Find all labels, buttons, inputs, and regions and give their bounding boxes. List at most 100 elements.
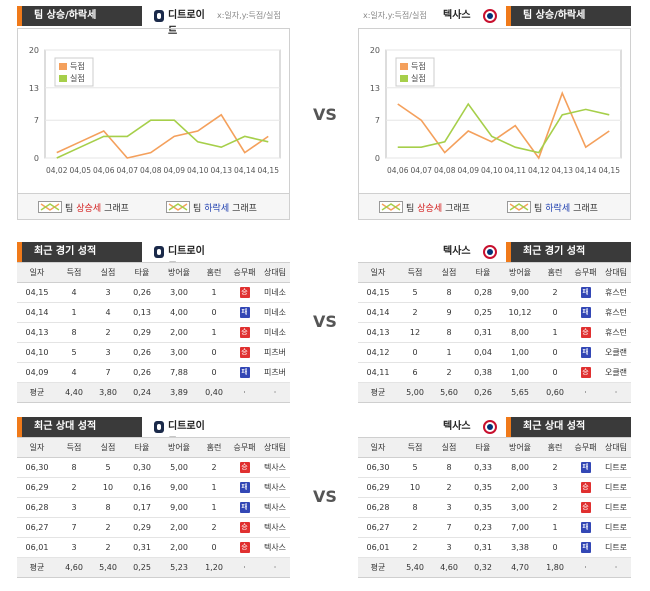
table-cell: 06,28 — [358, 497, 398, 518]
x-tick-label: 04,07 — [117, 166, 139, 175]
result-badge: 패 — [580, 522, 591, 533]
section-banner: 팀 상승/하락세 — [506, 6, 631, 26]
y-tick-label: 0 — [34, 154, 39, 163]
series-line — [397, 102, 610, 154]
table-cell: 7,88 — [159, 362, 199, 383]
data-row: 04,13 8 2 0,29 2,00 1 승 미네소 — [17, 322, 290, 343]
result-badge: 패 — [580, 347, 591, 358]
table-cell: 4 — [57, 362, 91, 383]
table-cell: 0,23 — [466, 517, 500, 538]
table-cell: 1 — [57, 302, 91, 323]
column-header: 실점 — [432, 262, 466, 283]
average-cell: · — [601, 382, 631, 403]
result-cell: 패 — [570, 302, 601, 323]
series-line — [56, 119, 269, 159]
table-cell: 피츠버 — [260, 342, 290, 363]
result-badge: 승 — [239, 287, 250, 298]
result-cell: 승 — [229, 342, 260, 363]
table-cell: 1 — [432, 342, 466, 363]
table-cell: 3 — [57, 537, 91, 558]
trend-icon-line — [168, 203, 188, 211]
column-header: 홈런 — [199, 437, 229, 458]
table-cell: 04,15 — [358, 282, 398, 303]
vs-label: VS — [313, 487, 337, 506]
data-row: 04,12 0 1 0,04 1,00 0 패 오클랜 — [358, 342, 631, 363]
table-cell: 휴스턴 — [601, 322, 631, 343]
average-cell: 0,32 — [466, 557, 500, 578]
x-tick-label: 04,02 — [46, 166, 68, 175]
table-cell: 8 — [432, 457, 466, 478]
stats-table: 일자 득점 실점 타율 방어율 홈런 승무패 상대팀 06,30 8 5 0,30 5,00 2 승 텍사스 0… — [17, 437, 290, 578]
table-cell: 8 — [432, 282, 466, 303]
result-badge: 패 — [580, 307, 591, 318]
data-row: 04,14 2 9 0,25 10,12 0 패 휴스턴 — [358, 302, 631, 323]
series-line — [56, 113, 269, 159]
logo-shape — [157, 249, 161, 255]
x-tick-label: 04,10 — [187, 166, 209, 175]
trend-icon-line — [381, 203, 401, 211]
trend-icon-line — [381, 203, 401, 211]
team-logo — [154, 246, 164, 258]
trend-legend-item: 팀 상승세 그래프 — [38, 200, 129, 214]
section-banner: 최근 상대 성적 — [17, 417, 142, 437]
x-tick-label: 04,06 — [387, 166, 409, 175]
table-cell: 8 — [398, 497, 432, 518]
average-cell: · — [260, 557, 290, 578]
result-cell: 승 — [570, 322, 601, 343]
table-cell: 0 — [398, 342, 432, 363]
average-cell: 4,70 — [500, 557, 540, 578]
result-badge: 패 — [580, 287, 591, 298]
result-cell: 패 — [229, 302, 260, 323]
data-row: 06,27 2 7 0,23 7,00 1 패 디트로 — [358, 517, 631, 538]
trend-icon — [379, 201, 403, 213]
x-tick-label: 04,14 — [575, 166, 597, 175]
table-cell: 오클랜 — [601, 342, 631, 363]
table-cell: 휴스턴 — [601, 282, 631, 303]
table-cell: 0,38 — [466, 362, 500, 383]
table-cell: 3 — [432, 497, 466, 518]
column-header: 일자 — [17, 262, 57, 283]
trend-icon-line — [168, 203, 188, 211]
result-badge: 패 — [239, 307, 250, 318]
column-header: 상대팀 — [601, 437, 631, 458]
y-tick-label: 7 — [375, 116, 380, 125]
table-cell: 06,29 — [358, 477, 398, 498]
x-tick-label: 04,07 — [411, 166, 433, 175]
column-header: 일자 — [358, 262, 398, 283]
column-header: 실점 — [432, 437, 466, 458]
trend-legend-text: 팀 — [406, 203, 415, 214]
table-cell: 3 — [91, 342, 125, 363]
x-tick-label: 04,14 — [234, 166, 256, 175]
column-header: 실점 — [91, 437, 125, 458]
table-cell: 7 — [57, 517, 91, 538]
table-cell: 2 — [199, 517, 229, 538]
table-cell: 2 — [432, 362, 466, 383]
table-cell: 2 — [432, 477, 466, 498]
series-line — [397, 91, 610, 160]
logo-shape — [157, 424, 161, 430]
column-header: 타율 — [125, 437, 159, 458]
trend-icon-frame — [379, 201, 403, 213]
table-cell: 5 — [398, 457, 432, 478]
column-header: 실점 — [91, 262, 125, 283]
table-cell: 0 — [540, 302, 570, 323]
legend-swatch — [400, 63, 408, 70]
table-cell: 1 — [199, 477, 229, 498]
table-cell: 9,00 — [159, 497, 199, 518]
y-tick-label: 20 — [29, 46, 39, 55]
header-row: 일자 득점 실점 타율 방어율 홈런 승무패 상대팀 — [358, 437, 631, 458]
average-cell: 4,40 — [57, 382, 91, 403]
average-cell: 5,65 — [500, 382, 540, 403]
table-cell: 2,00 — [159, 322, 199, 343]
trend-icon-line — [40, 203, 60, 211]
table-cell: 4 — [57, 282, 91, 303]
average-cell: · — [601, 557, 631, 578]
column-header: 승무패 — [570, 437, 601, 458]
average-cell: 1,20 — [199, 557, 229, 578]
column-header: 일자 — [358, 437, 398, 458]
section-banner: 최근 경기 성적 — [506, 242, 631, 262]
table-cell: 0,04 — [466, 342, 500, 363]
table-cell: 오클랜 — [601, 362, 631, 383]
average-row: 평균 4,40 3,80 0,24 3,89 0,40 · · — [17, 382, 290, 403]
x-tick-label: 04,08 — [140, 166, 162, 175]
